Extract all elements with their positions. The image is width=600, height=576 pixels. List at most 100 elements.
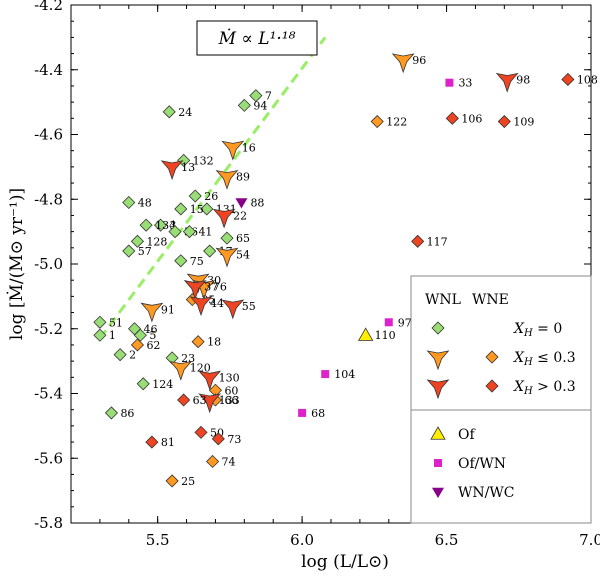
data-label-68: 68 bbox=[311, 407, 325, 420]
data-label-15: 15 bbox=[190, 203, 204, 216]
legend-row-label: XH > 0.3 bbox=[513, 379, 576, 397]
y-tick-label: -5.8 bbox=[34, 514, 63, 532]
data-point-122 bbox=[370, 114, 384, 129]
data-point-55 bbox=[221, 299, 245, 320]
data-point-24 bbox=[162, 105, 176, 119]
data-point-73 bbox=[211, 432, 225, 446]
y-tick-label: -5.2 bbox=[34, 320, 63, 338]
data-point-25 bbox=[165, 474, 179, 488]
legend-row-label: XH ≤ 0.3 bbox=[513, 350, 576, 368]
legend-box bbox=[410, 275, 592, 524]
data-label-110: 110 bbox=[375, 329, 396, 342]
legend-header-wne: WNE bbox=[472, 292, 509, 308]
data-label-120: 120 bbox=[190, 362, 211, 375]
data-point-108 bbox=[561, 72, 575, 87]
data-point-131 bbox=[200, 202, 214, 216]
data-label-48: 48 bbox=[138, 196, 152, 209]
x-tick-label: 6.5 bbox=[435, 531, 459, 549]
data-point-134 bbox=[139, 218, 153, 232]
data-points: 7942413226131154831341285641571765755115… bbox=[93, 53, 598, 488]
data-point-18 bbox=[191, 335, 205, 349]
data-point-22 bbox=[212, 208, 236, 229]
data-point-48 bbox=[122, 195, 136, 210]
data-label-54: 54 bbox=[236, 248, 250, 261]
data-label-5: 5 bbox=[149, 329, 156, 342]
data-label-94: 94 bbox=[253, 99, 267, 112]
data-point-26 bbox=[188, 189, 202, 203]
data-point-133 bbox=[198, 393, 222, 414]
legend-marker-wnl bbox=[426, 379, 450, 400]
data-point-130 bbox=[198, 370, 222, 391]
data-label-122: 122 bbox=[386, 116, 407, 129]
data-point-7 bbox=[249, 89, 263, 103]
data-label-3: 3 bbox=[170, 219, 177, 232]
data-label-41: 41 bbox=[198, 226, 212, 239]
data-point-75 bbox=[174, 254, 188, 268]
data-label-1: 1 bbox=[109, 329, 116, 342]
data-point-33 bbox=[445, 78, 454, 87]
data-label-86: 86 bbox=[120, 407, 134, 420]
data-label-104: 104 bbox=[334, 368, 355, 381]
y-tick-label: -4.4 bbox=[34, 61, 63, 79]
data-label-7: 7 bbox=[265, 90, 272, 103]
data-point-91 bbox=[140, 302, 164, 323]
data-point-81 bbox=[145, 435, 159, 449]
data-label-57: 57 bbox=[138, 245, 152, 258]
x-tick-label: 5.5 bbox=[146, 531, 170, 549]
data-point-56 bbox=[168, 225, 182, 239]
data-point-117 bbox=[411, 234, 425, 248]
data-point-57 bbox=[122, 244, 136, 258]
data-label-96: 96 bbox=[412, 54, 426, 67]
legend-marker-wne bbox=[485, 379, 499, 393]
legend-marker-of bbox=[430, 426, 446, 440]
data-label-60: 60 bbox=[224, 384, 238, 397]
legend-marker-of-wn bbox=[434, 459, 442, 467]
data-point-86 bbox=[104, 406, 119, 420]
data-point-16 bbox=[221, 140, 245, 161]
data-label-89: 89 bbox=[236, 171, 250, 184]
fit-line-group: Ṁ ∝ L¹·¹⁸ bbox=[98, 20, 327, 340]
legend-header-wnl: WNL bbox=[425, 292, 461, 308]
fit-formula: Ṁ ∝ L¹·¹⁸ bbox=[218, 28, 296, 49]
data-label-46: 46 bbox=[144, 323, 158, 336]
x-tick-label: 6.0 bbox=[290, 531, 314, 549]
x-tick-label: 7.0 bbox=[579, 531, 600, 549]
data-label-25: 25 bbox=[181, 475, 195, 488]
data-label-76: 76 bbox=[213, 281, 227, 294]
data-label-18: 18 bbox=[207, 336, 221, 349]
data-point-44 bbox=[189, 296, 213, 317]
fit-formula-box bbox=[196, 20, 318, 56]
data-label-62: 62 bbox=[146, 339, 160, 352]
data-label-44: 44 bbox=[210, 297, 224, 310]
data-label-16: 16 bbox=[242, 141, 256, 154]
data-point-96 bbox=[391, 53, 415, 74]
legend-row-label: XH = 0 bbox=[513, 321, 562, 339]
data-point-128 bbox=[130, 234, 145, 248]
data-label-2: 2 bbox=[129, 349, 136, 362]
x-axis-label: log (L/L⊙) bbox=[301, 552, 389, 572]
data-label-98: 98 bbox=[516, 73, 530, 86]
data-label-106: 106 bbox=[461, 112, 482, 125]
legend-other-label: Of bbox=[458, 427, 476, 443]
data-label-108: 108 bbox=[577, 73, 598, 86]
legend-marker-wne bbox=[485, 350, 499, 364]
data-point-2 bbox=[113, 348, 127, 362]
data-point-1 bbox=[93, 328, 107, 342]
data-point-106 bbox=[445, 111, 459, 125]
data-point-46 bbox=[127, 322, 142, 336]
data-label-128: 128 bbox=[146, 235, 167, 248]
legend-other-label: Of/WN bbox=[458, 456, 506, 472]
data-point-68 bbox=[298, 408, 307, 417]
data-point-51 bbox=[93, 315, 107, 329]
data-label-51: 51 bbox=[109, 316, 123, 329]
data-label-26: 26 bbox=[204, 190, 218, 203]
data-point-3 bbox=[153, 218, 168, 232]
y-tick-label: -5.6 bbox=[34, 449, 63, 467]
data-label-88: 88 bbox=[250, 196, 264, 209]
data-point-98 bbox=[495, 72, 519, 93]
data-label-74: 74 bbox=[222, 455, 236, 468]
data-point-124 bbox=[136, 377, 150, 391]
data-label-124: 124 bbox=[152, 378, 173, 391]
data-label-33: 33 bbox=[458, 77, 472, 90]
